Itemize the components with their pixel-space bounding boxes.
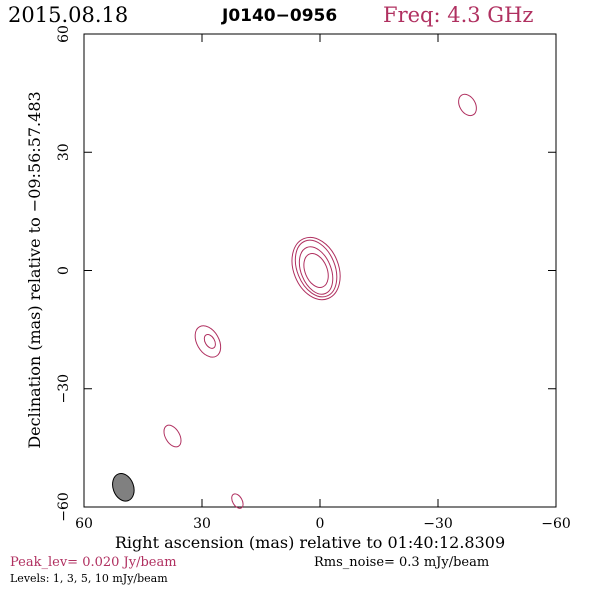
plot-frame bbox=[83, 33, 557, 508]
contour-levels: Levels: 1, 3, 5, 10 mJy/beam bbox=[10, 572, 168, 585]
x-tick-labels: 60 30 0 −30 −60 bbox=[75, 516, 571, 532]
contour-ellipse bbox=[203, 334, 216, 349]
beam-ellipse bbox=[112, 473, 135, 502]
y-tick-label: 30 bbox=[56, 143, 72, 161]
axis-ticks bbox=[83, 33, 557, 508]
y-axis-label: Declination (mas) relative to −09:56:57.… bbox=[25, 91, 44, 448]
x-tick-label: 0 bbox=[316, 516, 325, 532]
y-tick-label: 0 bbox=[56, 266, 72, 275]
contour-ellipse bbox=[303, 253, 329, 288]
observation-date: 2015.08.18 bbox=[8, 3, 128, 27]
contour-ellipse bbox=[163, 424, 182, 448]
y-tick-labels: −60 −30 0 30 60 bbox=[56, 25, 72, 522]
y-tick-label: −30 bbox=[56, 374, 72, 404]
beam-ellipse-group bbox=[112, 473, 135, 502]
contour-ellipse bbox=[231, 493, 244, 509]
contour-ellipse bbox=[194, 325, 222, 358]
x-tick-label: −60 bbox=[541, 516, 571, 532]
x-tick-label: 60 bbox=[75, 516, 93, 532]
peak-level: Peak_lev= 0.020 Jy/beam bbox=[10, 555, 177, 570]
contour-lines bbox=[163, 93, 477, 509]
x-tick-label: 30 bbox=[193, 516, 211, 532]
y-tick-label: 60 bbox=[56, 25, 72, 43]
contour-ellipse bbox=[291, 236, 341, 301]
x-axis-label: Right ascension (mas) relative to 01:40:… bbox=[115, 533, 505, 552]
x-tick-label: −30 bbox=[423, 516, 453, 532]
rms-noise: Rms_noise= 0.3 mJy/beam bbox=[314, 555, 489, 570]
contour-ellipse bbox=[298, 246, 334, 295]
contour-ellipse bbox=[458, 93, 477, 117]
y-tick-label: −60 bbox=[56, 492, 72, 522]
frequency-label: Freq: 4.3 GHz bbox=[383, 3, 533, 27]
contour-ellipse bbox=[294, 239, 338, 298]
source-name: J0140−0956 bbox=[221, 6, 337, 26]
